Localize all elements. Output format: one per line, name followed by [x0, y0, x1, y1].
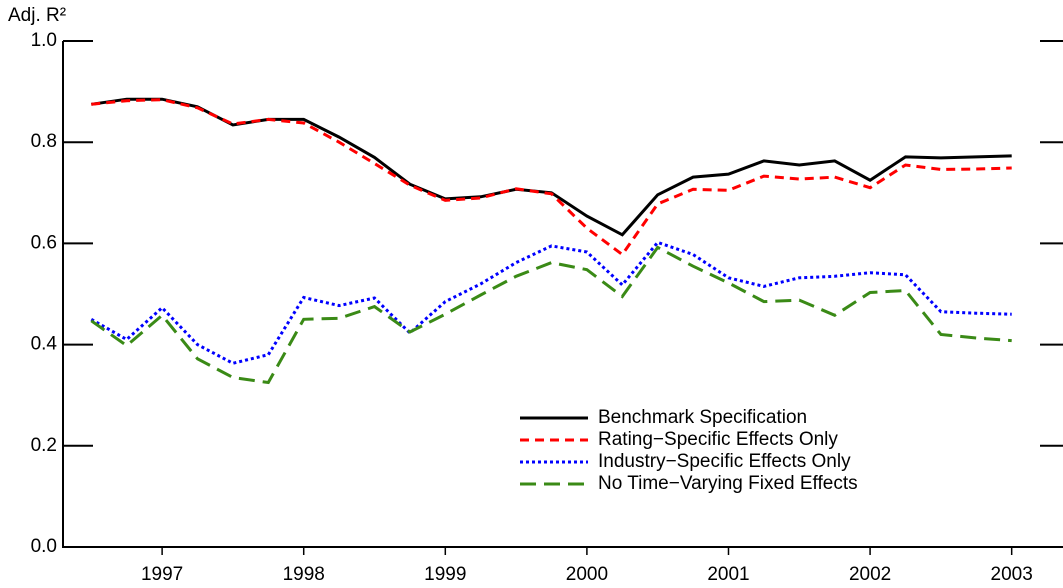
- y-tick-label: 1.0: [31, 30, 57, 51]
- y-tick-label: 0.6: [31, 232, 57, 253]
- series-line: [90, 240, 1012, 365]
- x-tick-label: 1999: [424, 564, 466, 585]
- x-tick-label: 1998: [283, 564, 325, 585]
- y-tick-label: 0.4: [31, 334, 58, 355]
- x-tick-label: 2001: [707, 564, 749, 585]
- y-tick-label: 0.2: [31, 435, 57, 456]
- series-line: [90, 245, 1012, 385]
- x-tick-label: 2002: [849, 564, 891, 585]
- legend-label: Industry−Specific Effects Only: [598, 451, 851, 472]
- series-line: [91, 97, 1012, 237]
- y-tick-label: 0.0: [31, 536, 57, 557]
- y-axis-label: Adj. R²: [8, 5, 66, 26]
- legend-label: Rating−Specific Effects Only: [598, 429, 838, 450]
- series-line: [91, 98, 1012, 257]
- x-tick-label: 1997: [141, 564, 183, 585]
- x-tick-label: 2000: [566, 564, 608, 585]
- legend-label: No Time−Varying Fixed Effects: [598, 473, 858, 494]
- legend-label: Benchmark Specification: [598, 407, 807, 428]
- x-tick-label: 2003: [991, 564, 1033, 585]
- y-tick-label: 0.8: [31, 131, 57, 152]
